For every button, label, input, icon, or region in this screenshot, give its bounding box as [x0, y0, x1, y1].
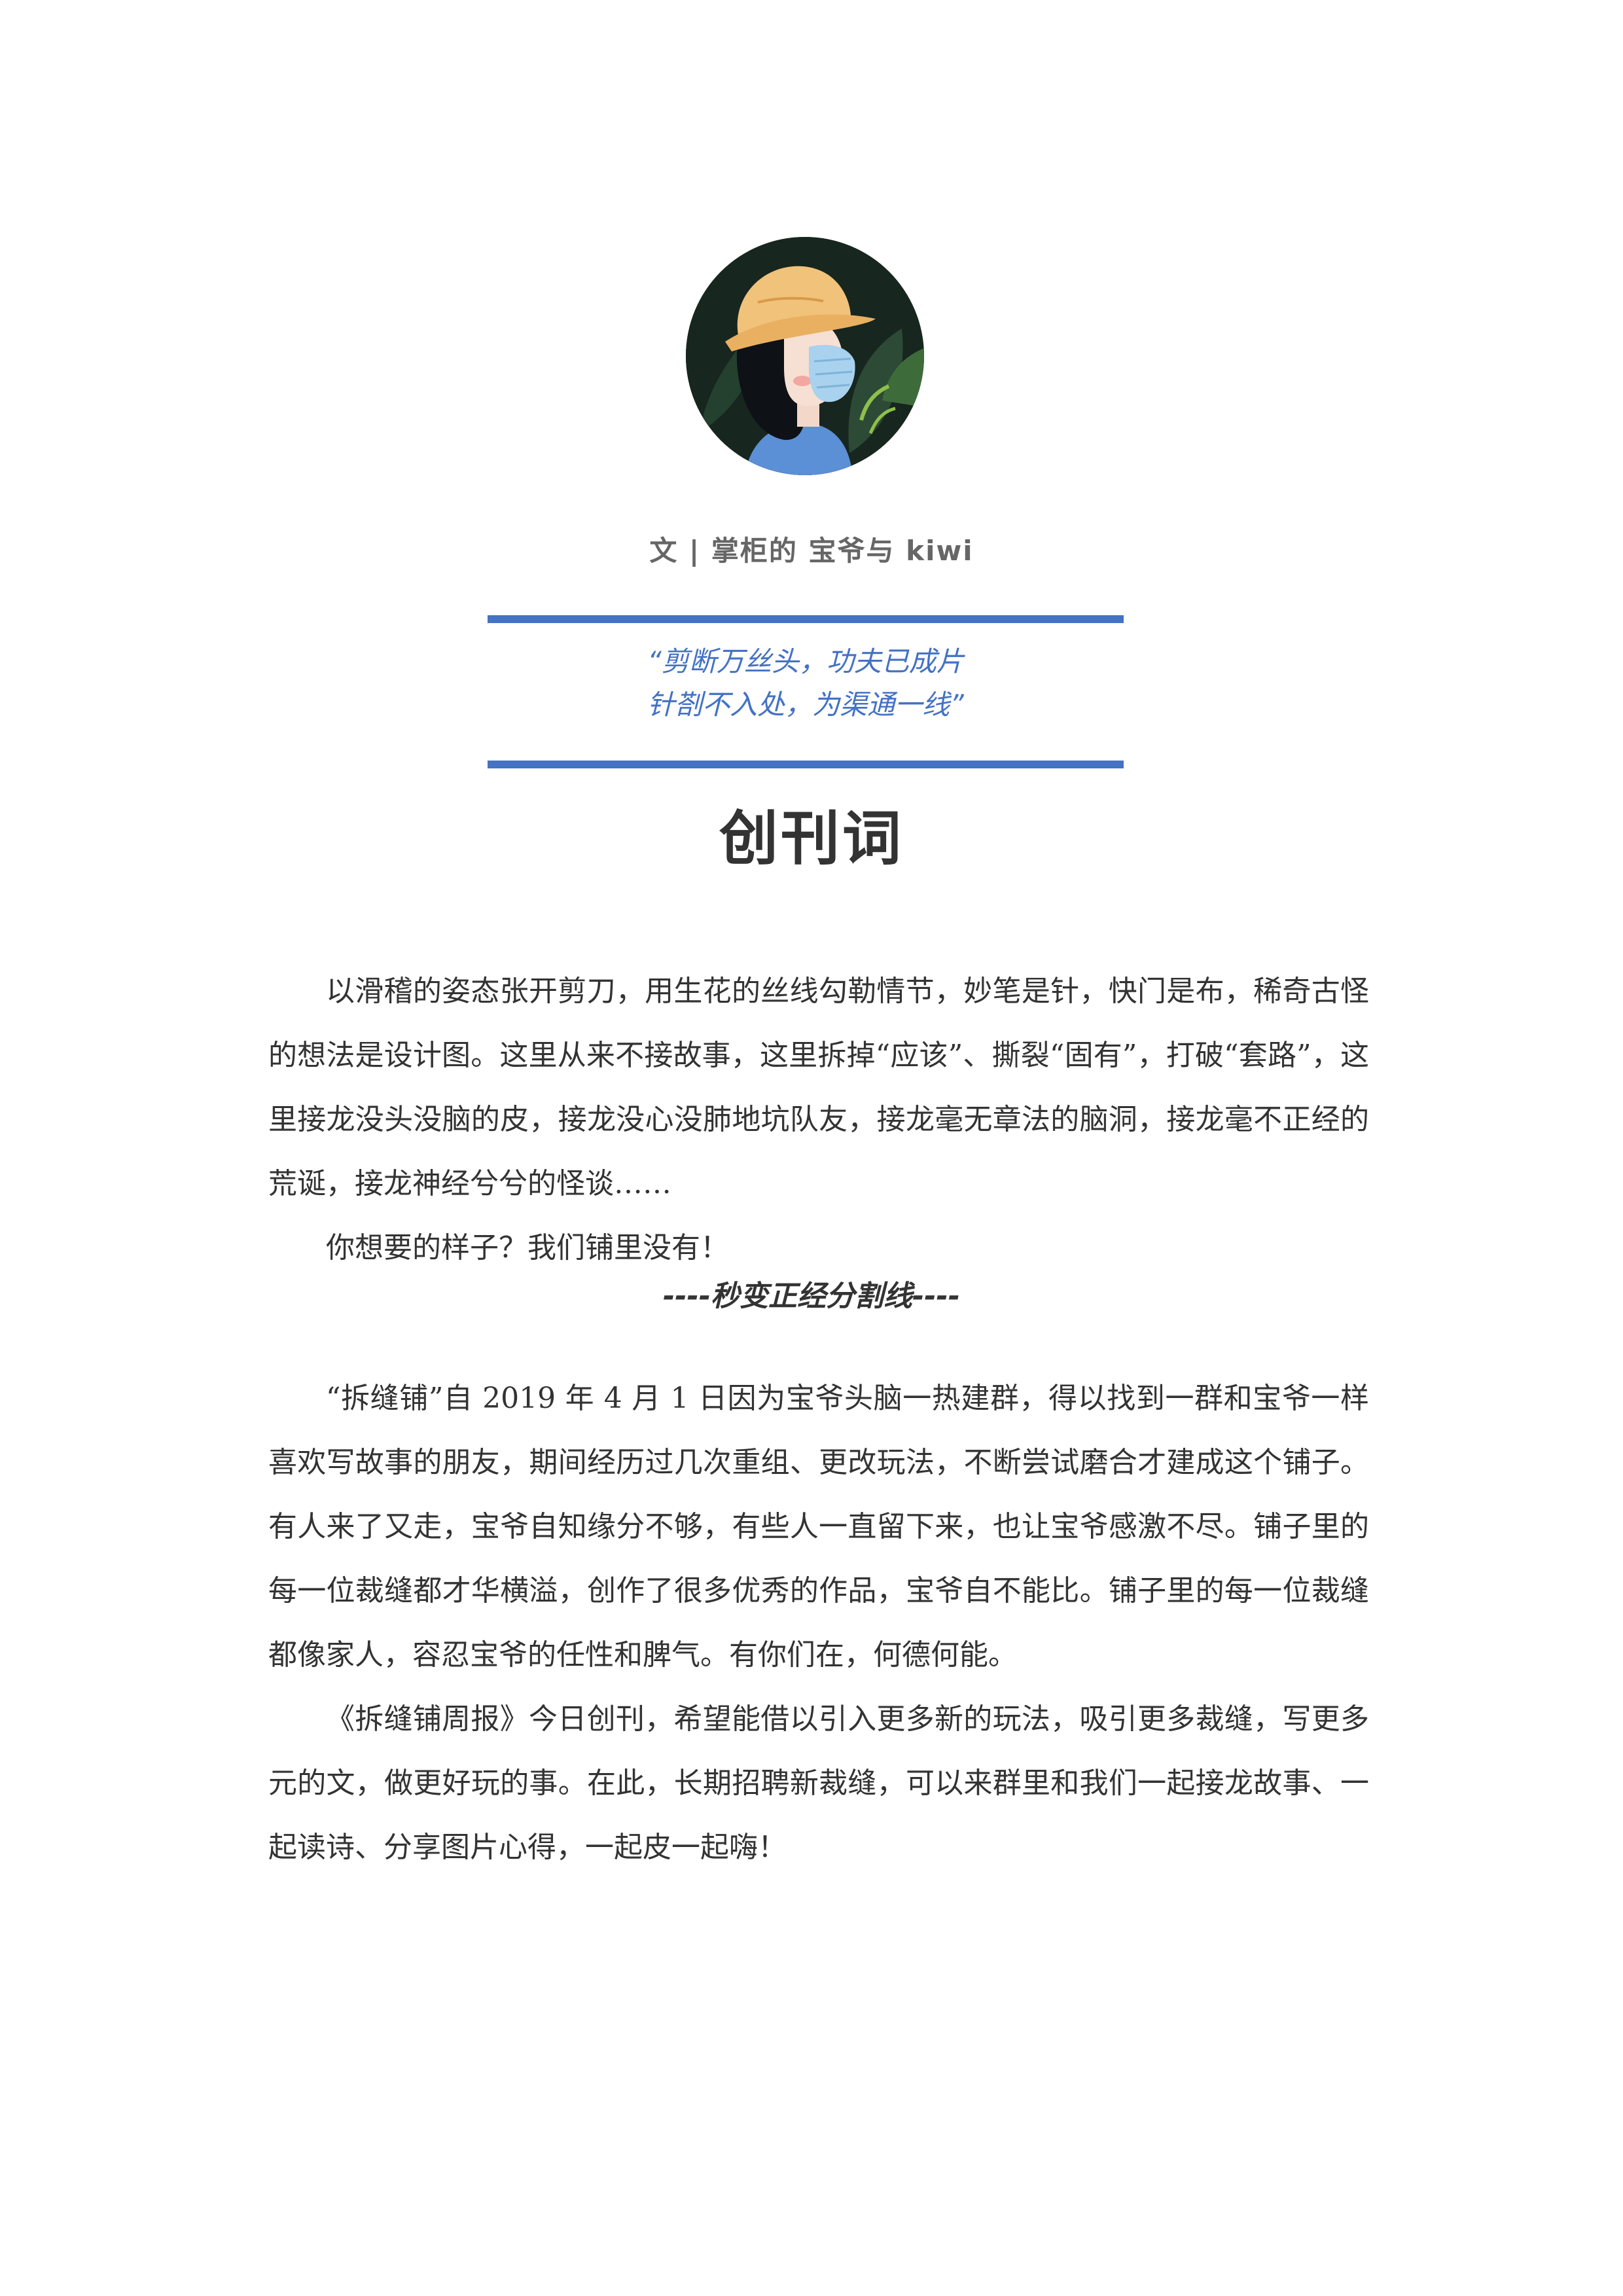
- quote-line-2: 针剳不入处，为渠通一线”: [647, 689, 964, 721]
- paragraph: “拆缝铺”自 2019 年 4 月 1 日因为宝爷头脑一热建群，得以找到一群和宝…: [268, 1382, 1369, 1672]
- top-rule: [488, 615, 1124, 623]
- paragraph: 《拆缝铺周报》今日创刊，希望能借以引入更多新的玩法，吸引更多裁缝，写更多元的文，…: [268, 1702, 1369, 1864]
- section-divider: ----秒变正经分割线----: [662, 1280, 961, 1313]
- author-byline: 文 | 掌柜的 宝爷与 kiwi: [649, 535, 974, 567]
- intro-section: 以滑稽的姿态张开剪刀，用生花的丝线勾勒情节，妙笔是针，快门是布，稀奇古怪的想法是…: [268, 960, 1369, 1280]
- masked-girl-illustration: [686, 237, 924, 475]
- author-avatar: [686, 237, 924, 475]
- paragraph: 以滑稽的姿态张开剪刀，用生花的丝线勾勒情节，妙笔是针，快门是布，稀奇古怪的想法是…: [268, 975, 1369, 1200]
- main-section: “拆缝铺”自 2019 年 4 月 1 日因为宝爷头脑一热建群，得以找到一群和宝…: [268, 1367, 1369, 1880]
- epigraph-quote: “剪断万丝头，功夫已成片 针剳不入处，为渠通一线”: [488, 640, 1124, 726]
- paragraph: 你想要的样子？我们铺里没有！: [326, 1231, 729, 1265]
- bottom-rule: [488, 761, 1124, 768]
- page-title: 创刊词: [719, 804, 904, 873]
- quote-line-1: “剪断万丝头，功夫已成片: [647, 645, 964, 677]
